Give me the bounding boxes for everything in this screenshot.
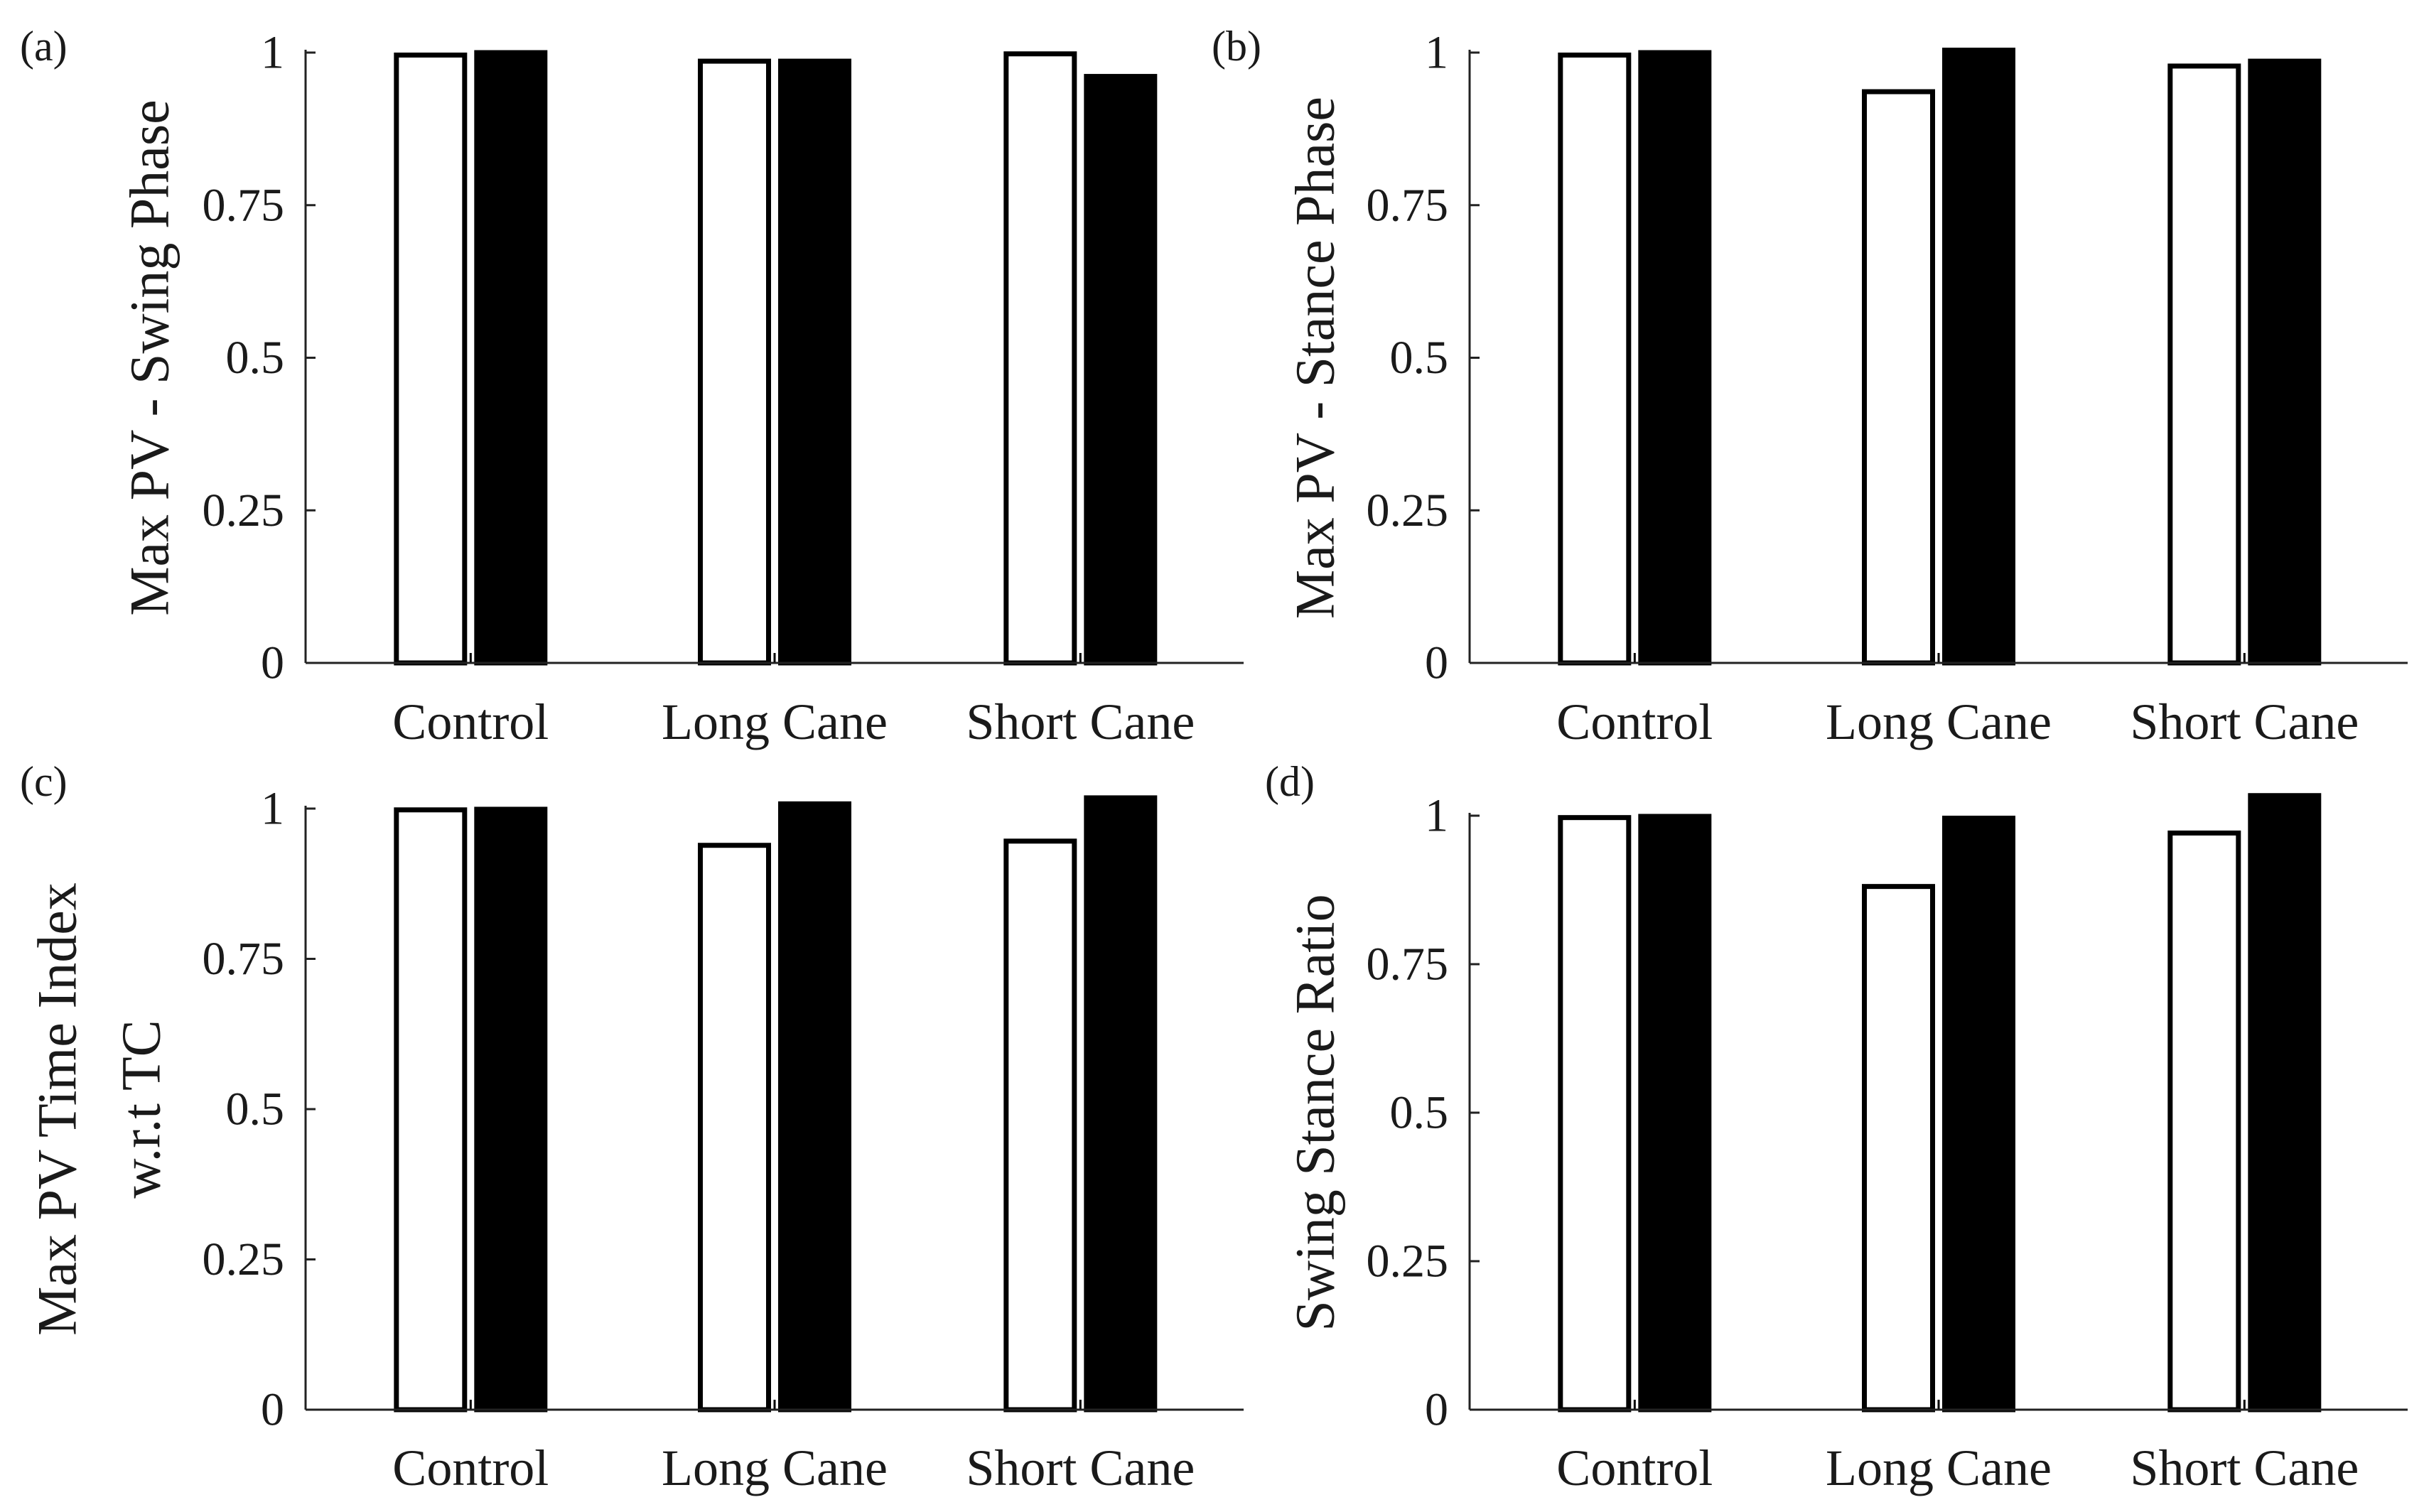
- bar-black-control: [474, 806, 548, 1413]
- y-tick-label: 0.25: [203, 485, 285, 536]
- bar-white-control: [394, 53, 468, 666]
- y-tick-label: 0.75: [203, 933, 285, 985]
- y-tick-label: 0.25: [1367, 1236, 1449, 1287]
- x-tick-label: Short Cane: [2130, 693, 2359, 750]
- bar-white-long-cane: [1862, 89, 1935, 666]
- y-axis-title: Swing Stance Ratio: [1284, 894, 1346, 1331]
- x-tick-label: Control: [1556, 693, 1713, 750]
- y-tick-label: 0.5: [1390, 1087, 1449, 1139]
- bar-black-control: [1638, 814, 1712, 1413]
- bar-white-control: [1558, 815, 1632, 1413]
- bar-white-control: [1558, 53, 1632, 666]
- bar-white-long-cane: [1862, 884, 1935, 1413]
- y-tick-label: 0.75: [1367, 939, 1449, 990]
- panel-label: (d): [1265, 758, 1315, 805]
- y-tick-label: 0.25: [203, 1233, 285, 1285]
- panel-label: (c): [20, 758, 68, 805]
- y-tick-label: 0.75: [203, 179, 285, 231]
- y-tick-label: 1: [261, 783, 284, 835]
- x-tick-label: Long Cane: [1826, 693, 2052, 750]
- y-tick-label: 0.5: [226, 1084, 285, 1135]
- bar-black-control: [1638, 50, 1712, 666]
- y-tick-label: 0.25: [1367, 485, 1449, 536]
- y-tick-label: 0.5: [226, 332, 285, 384]
- bar-black-short-cane: [2248, 58, 2322, 666]
- x-tick-label: Short Cane: [966, 1440, 1195, 1496]
- y-tick-label: 1: [1425, 27, 1448, 79]
- bar-black-short-cane: [1084, 795, 1158, 1413]
- bar-white-long-cane: [698, 58, 771, 666]
- y-tick-label: 0: [1425, 637, 1448, 689]
- y-tick-label: 0: [261, 1384, 284, 1436]
- x-tick-label: Control: [1556, 1440, 1713, 1496]
- y-axis-title: Max PV - Stance Phase: [1284, 97, 1346, 619]
- chart-panel-3: (c) Max PV Time Index w.r.t TC Control Long …: [20, 758, 1244, 1496]
- chart-panel-1: (a) Max PV - Swing Phase Control Long Cane S…: [20, 23, 1244, 750]
- bar-black-control: [474, 50, 548, 666]
- y-tick-label: 0.75: [1367, 179, 1449, 231]
- bar-black-long-cane: [778, 58, 851, 666]
- y-tick-label: 0: [1425, 1384, 1448, 1436]
- panel-label: (b): [1212, 23, 1261, 70]
- bar-black-long-cane: [1942, 48, 2015, 666]
- y-tick-label: 1: [261, 27, 284, 79]
- bar-black-short-cane: [2248, 793, 2322, 1413]
- bar-white-short-cane: [1003, 51, 1077, 666]
- x-tick-label: Short Cane: [2130, 1440, 2359, 1496]
- y-tick-label: 0.5: [1390, 332, 1449, 384]
- chart-panel-2: (b) Max PV - Stance Phase Control Long Cane…: [1212, 23, 2408, 750]
- y-axis-title: w.r.t TC: [110, 1020, 172, 1198]
- bar-white-short-cane: [2167, 830, 2241, 1413]
- x-tick-label: Long Cane: [662, 1440, 888, 1496]
- bar-black-long-cane: [1942, 816, 2015, 1413]
- bar-white-long-cane: [698, 843, 771, 1413]
- y-tick-label: 1: [1425, 790, 1448, 842]
- bar-white-short-cane: [2167, 63, 2241, 666]
- x-tick-label: Short Cane: [966, 693, 1195, 750]
- chart-panel-4: (d) Swing Stance Ratio Control Long Cane Sho…: [1265, 758, 2408, 1496]
- bar-white-short-cane: [1003, 838, 1077, 1413]
- panel-label: (a): [20, 23, 68, 70]
- x-tick-label: Control: [392, 693, 549, 750]
- x-tick-label: Long Cane: [1826, 1440, 2052, 1496]
- y-axis-title: Max PV Time Index: [26, 882, 88, 1336]
- y-axis-title: Max PV - Swing Phase: [119, 99, 181, 616]
- x-tick-label: Control: [392, 1440, 549, 1496]
- y-tick-label: 0: [261, 637, 284, 689]
- bar-black-long-cane: [778, 801, 851, 1413]
- bar-black-short-cane: [1084, 74, 1158, 666]
- bar-white-control: [394, 807, 468, 1413]
- x-tick-label: Long Cane: [662, 693, 888, 750]
